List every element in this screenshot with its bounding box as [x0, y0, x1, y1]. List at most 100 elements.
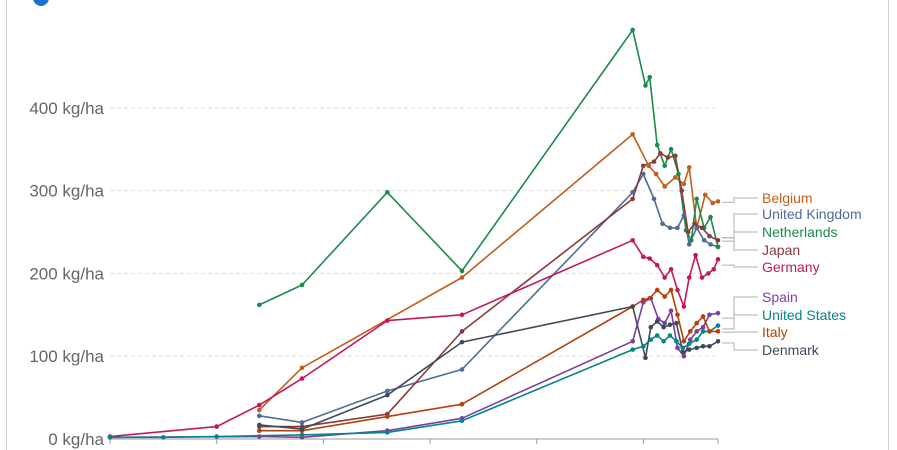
data-point[interactable]: [707, 343, 712, 349]
data-point[interactable]: [299, 432, 305, 438]
data-point[interactable]: [459, 329, 465, 334]
data-point[interactable]: [630, 131, 635, 137]
data-point[interactable]: [673, 153, 678, 159]
data-point[interactable]: [647, 295, 653, 301]
data-point[interactable]: [647, 74, 653, 80]
data-point[interactable]: [700, 329, 706, 334]
data-point[interactable]: [299, 426, 305, 432]
data-point[interactable]: [681, 304, 687, 309]
data-point[interactable]: [694, 196, 699, 202]
data-point[interactable]: [715, 237, 721, 243]
legend-label-italy[interactable]: Italy: [762, 324, 788, 340]
data-point[interactable]: [641, 163, 646, 169]
data-point[interactable]: [692, 221, 697, 227]
data-point[interactable]: [630, 304, 635, 309]
data-point[interactable]: [699, 225, 705, 231]
data-point[interactable]: [214, 434, 219, 439]
data-point[interactable]: [715, 257, 721, 262]
data-point[interactable]: [662, 275, 667, 280]
data-point[interactable]: [107, 435, 113, 440]
data-point[interactable]: [641, 297, 646, 303]
data-point[interactable]: [686, 275, 692, 280]
data-point[interactable]: [693, 252, 698, 258]
data-point[interactable]: [257, 407, 262, 413]
data-point[interactable]: [643, 355, 648, 361]
data-point[interactable]: [257, 402, 262, 408]
data-point[interactable]: [630, 189, 635, 195]
series-line-united-kingdom[interactable]: [259, 173, 719, 424]
data-point[interactable]: [647, 256, 653, 261]
data-point[interactable]: [660, 221, 665, 227]
data-point[interactable]: [668, 146, 674, 152]
data-point[interactable]: [257, 413, 262, 419]
data-point[interactable]: [694, 337, 699, 342]
data-point[interactable]: [675, 225, 680, 231]
legend-label-germany[interactable]: Germany: [762, 259, 820, 275]
data-point[interactable]: [686, 165, 692, 170]
data-point[interactable]: [676, 171, 681, 177]
series-line-united-states[interactable]: [110, 324, 719, 439]
data-point[interactable]: [654, 262, 660, 268]
data-point[interactable]: [686, 242, 692, 247]
series-line-belgium[interactable]: [258, 133, 719, 411]
data-point[interactable]: [667, 333, 673, 338]
data-point[interactable]: [459, 367, 465, 372]
legend-label-united-states[interactable]: United States: [762, 307, 846, 323]
data-point[interactable]: [257, 428, 262, 434]
data-point[interactable]: [686, 341, 692, 347]
data-point[interactable]: [630, 347, 635, 352]
data-point[interactable]: [654, 142, 660, 148]
data-point[interactable]: [299, 420, 305, 425]
data-point[interactable]: [681, 181, 687, 187]
data-point[interactable]: [385, 189, 390, 195]
data-point[interactable]: [654, 319, 660, 324]
data-point[interactable]: [679, 188, 685, 193]
data-point[interactable]: [675, 345, 680, 351]
data-point[interactable]: [715, 338, 721, 344]
data-point[interactable]: [702, 192, 708, 198]
data-point[interactable]: [715, 329, 721, 334]
data-point[interactable]: [651, 196, 657, 202]
data-point[interactable]: [675, 287, 680, 293]
legend-label-netherlands[interactable]: Netherlands: [762, 224, 838, 240]
data-point[interactable]: [665, 155, 671, 160]
legend-label-united-kingdom[interactable]: United Kingdom: [762, 206, 862, 222]
data-point[interactable]: [667, 225, 673, 231]
data-point[interactable]: [299, 282, 305, 288]
data-point[interactable]: [630, 237, 635, 243]
data-point[interactable]: [459, 312, 465, 318]
data-point[interactable]: [641, 254, 646, 260]
data-point[interactable]: [648, 337, 654, 342]
data-point[interactable]: [700, 324, 706, 330]
data-point[interactable]: [662, 184, 667, 189]
data-point[interactable]: [385, 388, 390, 394]
data-point[interactable]: [715, 310, 721, 316]
data-point[interactable]: [680, 345, 686, 351]
data-point[interactable]: [385, 318, 390, 323]
data-point[interactable]: [630, 27, 635, 33]
data-point[interactable]: [630, 338, 635, 344]
data-point[interactable]: [459, 339, 465, 345]
series-line-germany[interactable]: [109, 239, 719, 438]
data-point[interactable]: [257, 434, 262, 439]
data-point[interactable]: [715, 244, 721, 250]
legend-label-spain[interactable]: Spain: [762, 289, 798, 305]
legend-label-denmark[interactable]: Denmark: [762, 342, 820, 358]
data-point[interactable]: [710, 200, 715, 206]
data-point[interactable]: [708, 214, 713, 220]
data-point[interactable]: [654, 287, 660, 293]
data-point[interactable]: [654, 333, 660, 338]
data-point[interactable]: [706, 271, 711, 276]
data-point[interactable]: [694, 225, 699, 231]
data-point[interactable]: [689, 237, 694, 243]
data-point[interactable]: [385, 414, 390, 419]
data-point[interactable]: [673, 175, 678, 180]
data-point[interactable]: [658, 151, 663, 156]
data-point[interactable]: [651, 159, 657, 164]
series-line-denmark[interactable]: [259, 305, 719, 430]
data-point[interactable]: [668, 308, 674, 313]
data-point[interactable]: [715, 323, 721, 328]
data-point[interactable]: [707, 233, 712, 239]
data-point[interactable]: [648, 324, 654, 330]
data-point[interactable]: [214, 424, 219, 429]
